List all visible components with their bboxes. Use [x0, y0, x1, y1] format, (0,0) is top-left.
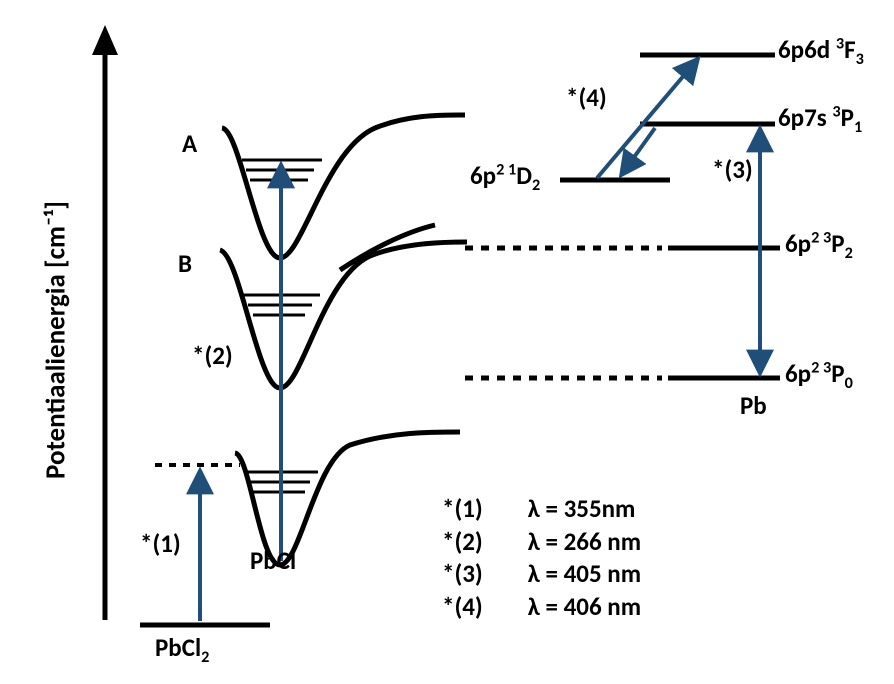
legend-row: *(2) λ = 266 nm	[442, 526, 641, 559]
legend-row: *(3) λ = 405 nm	[442, 558, 641, 591]
legend-row: *(1) λ = 355nm	[442, 493, 641, 526]
legend-key: *(1)	[442, 493, 483, 526]
y-axis-label: Potentiaalienergia [cm⁻¹]	[40, 201, 73, 479]
label-pbcl: PbCl	[250, 545, 296, 576]
label-well-a: A	[182, 128, 197, 159]
level-6p2-3p0: 6p2 3P0	[785, 358, 853, 393]
legend-val: λ = 405 nm	[528, 558, 641, 591]
legend-val: λ = 406 nm	[528, 591, 641, 624]
label-pbcl2: PbCl2	[155, 632, 209, 667]
legend-key: *(2)	[442, 526, 483, 559]
level-6p7s-3p1: 6p7s 3P1	[778, 102, 862, 137]
legend: *(1) λ = 355nm *(2) λ = 266 nm *(3) λ = …	[442, 493, 641, 623]
level-6p6d-3f3: 6p6d 3F3	[778, 34, 864, 69]
legend-key: *(4)	[442, 591, 483, 624]
level-6p2-1d2: 6p2 1D2	[470, 160, 540, 195]
marker-t3: *(3)	[712, 154, 753, 185]
legend-val: λ = 266 nm	[528, 526, 641, 559]
legend-val: λ = 355nm	[528, 493, 636, 526]
marker-t2: *(2)	[192, 340, 233, 371]
diagram-stage: { "meta": { "width": 894, "height": 684,…	[0, 0, 894, 684]
marker-t1: *(1)	[140, 528, 181, 559]
legend-key: *(3)	[442, 558, 483, 591]
legend-row: *(4) λ = 406 nm	[442, 591, 641, 624]
level-6p2-3p2: 6p2 3P2	[785, 228, 853, 263]
label-well-b: B	[178, 248, 192, 279]
label-pb: Pb	[740, 390, 767, 421]
marker-t4: *(4)	[566, 82, 607, 113]
